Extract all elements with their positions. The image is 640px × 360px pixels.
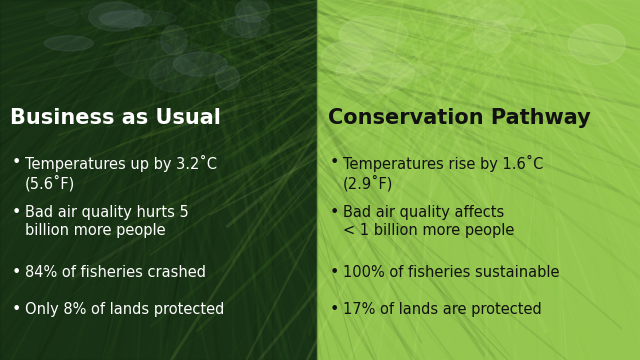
Text: Bad air quality hurts 5
billion more people: Bad air quality hurts 5 billion more peo… [25,205,189,238]
Ellipse shape [161,25,187,55]
Ellipse shape [81,0,134,25]
Text: Bad air quality affects
< 1 billion more people: Bad air quality affects < 1 billion more… [343,205,515,238]
Text: •: • [330,302,339,317]
Text: Only 8% of lands protected: Only 8% of lands protected [25,302,225,317]
Ellipse shape [339,17,408,51]
Text: •: • [12,265,21,280]
Ellipse shape [44,36,93,51]
Ellipse shape [177,45,204,59]
Ellipse shape [339,21,385,52]
Ellipse shape [235,0,269,22]
Ellipse shape [321,41,372,73]
Ellipse shape [46,8,78,26]
Text: •: • [12,155,21,170]
Ellipse shape [479,31,505,43]
Ellipse shape [150,58,201,92]
Ellipse shape [99,10,177,26]
Bar [317,0,640,360]
Text: 100% of fisheries sustainable: 100% of fisheries sustainable [343,265,559,280]
Text: Conservation Pathway: Conservation Pathway [328,108,591,128]
Text: •: • [12,205,21,220]
Ellipse shape [336,51,414,94]
Ellipse shape [173,52,227,76]
Ellipse shape [100,12,152,27]
Text: 17% of lands are protected: 17% of lands are protected [343,302,541,317]
Ellipse shape [568,24,625,65]
Bar [317,0,640,360]
Ellipse shape [89,2,143,31]
Ellipse shape [531,24,602,56]
Ellipse shape [470,5,513,25]
Ellipse shape [474,20,511,53]
Ellipse shape [494,18,536,33]
Ellipse shape [115,40,179,79]
Text: •: • [12,302,21,317]
Text: •: • [330,205,339,220]
Text: •: • [330,265,339,280]
Text: Temperatures up by 3.2˚C
(5.6˚F): Temperatures up by 3.2˚C (5.6˚F) [25,155,217,192]
Ellipse shape [221,15,269,38]
Ellipse shape [437,0,524,27]
Ellipse shape [216,66,239,90]
Text: Temperatures rise by 1.6˚C
(2.9˚F): Temperatures rise by 1.6˚C (2.9˚F) [343,155,543,192]
Ellipse shape [317,14,362,32]
Ellipse shape [332,29,403,67]
Text: •: • [330,155,339,170]
Bar [0,0,317,360]
Text: Business as Usual: Business as Usual [10,108,221,128]
Ellipse shape [348,63,435,77]
Ellipse shape [381,66,424,79]
Text: 84% of fisheries crashed: 84% of fisheries crashed [25,265,206,280]
Bar [0,0,317,360]
Ellipse shape [236,6,260,38]
